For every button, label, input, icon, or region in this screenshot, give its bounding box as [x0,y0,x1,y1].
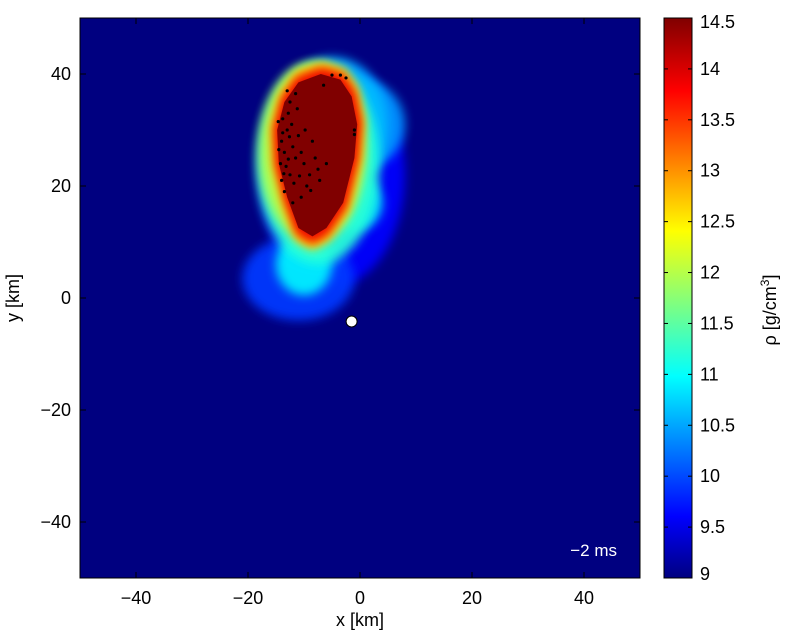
tracer-particle [282,190,286,194]
colorbar-label-superscript: 3 [758,279,772,286]
tracer-particle [316,167,320,171]
tracer-particle [282,172,286,176]
tracer-particle [308,173,312,177]
tracer-particle [291,201,295,205]
x-tick-label: 40 [574,588,594,608]
x-axis-label: x [km] [336,610,384,630]
colorbar-label: ρ [g/cm3] [758,275,780,346]
tracer-particle [302,162,306,166]
tracer-particle [305,184,309,188]
y-tick-label: −20 [40,400,71,420]
tracer-particle [285,89,289,93]
tracer-particle [294,156,298,160]
tracer-particle [281,117,285,121]
colorbar-tick-label: 9 [700,564,710,584]
y-tick-label: 20 [51,176,71,196]
colorbar-label-prefix: ρ [g/cm [760,286,780,345]
tracer-particle [295,107,299,111]
tracer-particle [330,73,334,77]
y-axis: −40 −20 0 20 40 [40,64,640,532]
colorbar-tick-label: 11.5 [700,313,734,333]
tracer-particle [313,156,317,160]
x-axis: −40 −20 0 20 40 [121,18,594,608]
position-marker [345,315,358,328]
colorbar-tick-label: 14.5 [700,12,735,32]
tracer-particle [290,122,294,126]
tracer-particle [310,139,314,143]
colorbar-tick-label: 11 [700,364,719,384]
tracer-particle [344,76,348,80]
tracer-particle [284,164,288,168]
tracer-particle [288,100,292,104]
tracer-particle [296,134,300,138]
x-tick-label: −40 [121,588,152,608]
y-tick-label: −40 [40,512,71,532]
dense-core [277,74,358,237]
x-tick-label: 0 [355,588,365,608]
tracer-particle [322,83,326,87]
tracer-particle [297,174,302,178]
colorbar-tick-label: 12 [700,263,720,283]
y-axis-label: y [km] [3,274,23,322]
tracer-particle [285,128,289,132]
colorbar: 9 9.5 10 10.5 11 11.5 12 12.5 13 13.5 14 14.5 ρ [g/… [663,12,780,584]
tracer-particle [292,181,296,185]
colorbar-tick-label: 13.5 [700,110,735,130]
colorbar-tick-label: 10.5 [700,415,735,435]
tracer-particle [286,157,290,161]
tracer-particle [309,188,313,193]
colorbar-tick-label: 9.5 [700,517,725,537]
tracer-particle [286,111,290,115]
tracer-particle [299,195,303,199]
tracer-particle [288,173,292,177]
tracer-particle [287,135,292,139]
colorbar-gradient [663,17,693,579]
y-tick-label: 0 [61,288,71,308]
tracer-particle [299,150,303,154]
tracer-particles [276,73,356,205]
tracer-particle [277,148,281,152]
y-tick-label: 40 [51,64,71,84]
tracer-particle [318,178,322,182]
colorbar-tick-label: 13 [700,161,720,181]
x-tick-label: 20 [462,588,482,608]
tracer-particle [280,178,284,182]
tracer-particle [282,150,286,154]
tracer-particle [294,92,298,96]
tracer-particle [352,128,356,132]
time-annotation: −2 ms [570,541,617,560]
colorbar-tick-label: 14 [700,59,720,79]
colorbar-tick-label: 10 [700,466,720,486]
x-tick-label: −20 [233,588,264,608]
tracer-particle [303,128,307,132]
plot-area: −2 ms [79,17,641,579]
tracer-particle [280,139,284,143]
tracer-particle [352,132,356,137]
tracer-particle [338,73,342,77]
colorbar-ticks: 9 9.5 10 10.5 11 11.5 12 12.5 13 13.5 14 14.5 [664,12,735,584]
colorbar-tick-label: 12.5 [700,212,735,232]
tracer-particle [324,162,328,166]
marker-layer [345,315,358,328]
tracer-particle [281,131,285,135]
tracer-particle [278,162,283,166]
tracer-particle [291,145,295,149]
tracer-particle [276,120,280,124]
colorbar-label-suffix: ] [760,275,780,280]
